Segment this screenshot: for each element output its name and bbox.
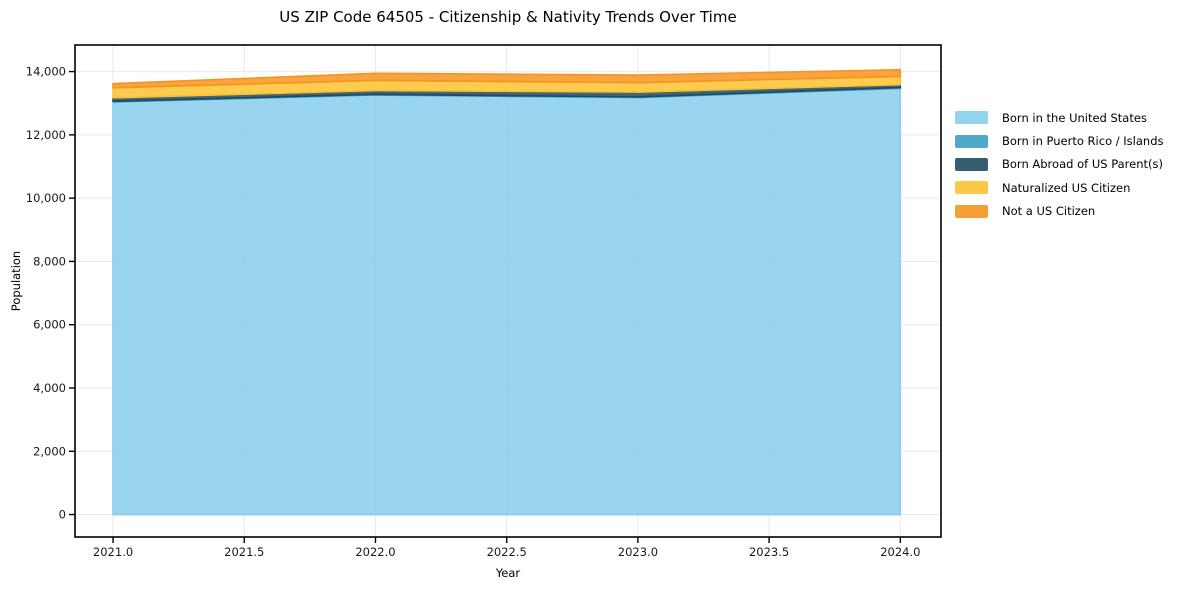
legend-label-born-us: Born in the United States (1002, 110, 1147, 125)
legend-swatch-born-us (955, 111, 988, 125)
legend-swatch-born-abroad (955, 157, 988, 171)
x-tick-label: 2024.0 (880, 545, 920, 559)
legend-label-naturalized: Naturalized US Citizen (1002, 180, 1131, 195)
legend-item-born-pr-islands: Born in Puerto Rico / Islands (955, 129, 1164, 152)
axes-frame (74, 44, 942, 538)
legend-item-born-abroad: Born Abroad of US Parent(s) (955, 153, 1164, 176)
x-tick-label: 2022.5 (487, 545, 527, 559)
area-series-0 (112, 87, 902, 516)
y-tick-label: 2,000 (33, 444, 66, 458)
legend-label-not-citizen: Not a US Citizen (1002, 204, 1096, 219)
legend-item-not-citizen: Not a US Citizen (955, 200, 1164, 223)
y-tick-label: 4,000 (33, 381, 66, 395)
legend-swatch-not-citizen (955, 204, 988, 218)
x-tick-label: 2022.0 (355, 545, 395, 559)
y-tick-label: 10,000 (26, 191, 66, 205)
x-tick-label: 2023.5 (749, 545, 789, 559)
legend-label-born-pr-islands: Born in Puerto Rico / Islands (1002, 134, 1164, 149)
legend-swatch-born-pr-islands (955, 134, 988, 148)
area-series-4 (112, 68, 902, 89)
legend-item-born-us: Born in the United States (955, 106, 1164, 129)
legend-item-naturalized: Naturalized US Citizen (955, 176, 1164, 199)
y-tick-label: 14,000 (26, 65, 66, 79)
x-tick-label: 2021.0 (93, 545, 133, 559)
legend: Born in the United States Born in Puerto… (955, 106, 1164, 223)
y-axis-label: Population (9, 250, 23, 312)
legend-label-born-abroad: Born Abroad of US Parent(s) (1002, 157, 1163, 172)
y-tick-label: 0 (59, 508, 66, 522)
x-tick-label: 2023.0 (618, 545, 658, 559)
legend-swatch-naturalized (955, 181, 988, 195)
x-axis-label: Year (495, 566, 521, 580)
x-tick-label: 2021.5 (224, 545, 264, 559)
y-tick-label: 8,000 (33, 254, 66, 268)
chart-title: US ZIP Code 64505 - Citizenship & Nativi… (279, 8, 737, 26)
y-tick-label: 12,000 (26, 128, 66, 142)
y-tick-label: 6,000 (33, 318, 66, 332)
